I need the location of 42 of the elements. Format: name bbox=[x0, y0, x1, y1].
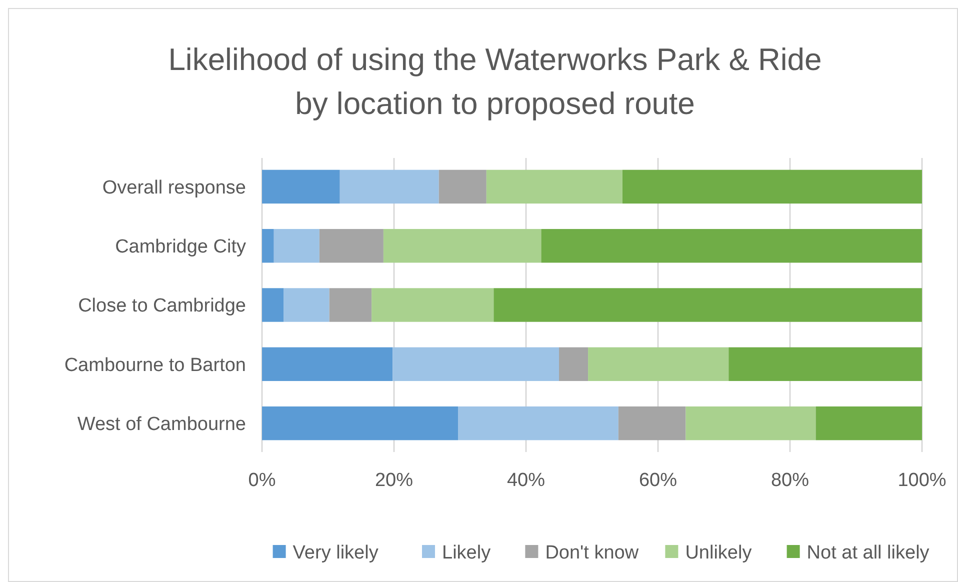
bar bbox=[329, 288, 372, 322]
x-tick-label: 60% bbox=[638, 470, 678, 491]
bar bbox=[262, 406, 458, 440]
bar bbox=[816, 406, 922, 440]
x-tick-label: 80% bbox=[770, 470, 810, 491]
x-tick-label: 100% bbox=[898, 470, 946, 491]
bar bbox=[284, 288, 330, 322]
bar bbox=[262, 228, 274, 263]
bar bbox=[686, 406, 816, 440]
y-tick-label: Overall response bbox=[102, 177, 246, 198]
x-tick-label: 0% bbox=[248, 470, 276, 491]
x-tick-label: 20% bbox=[374, 470, 414, 491]
bar bbox=[728, 347, 922, 382]
y-tick-label: Cambridge City bbox=[115, 236, 246, 258]
bar bbox=[262, 347, 393, 382]
legend-label: Likely bbox=[442, 542, 492, 564]
bar bbox=[262, 288, 284, 322]
bar bbox=[622, 170, 922, 204]
bar bbox=[559, 347, 588, 382]
bar bbox=[383, 228, 542, 263]
bar bbox=[588, 347, 729, 382]
legend-label: Not at all likely bbox=[806, 542, 930, 564]
bar bbox=[618, 406, 686, 440]
bar bbox=[541, 228, 922, 263]
chart-title: Likelihood of using the Waterworks Park & Ride by location to proposed route bbox=[168, 42, 822, 121]
bar bbox=[438, 170, 486, 204]
bar bbox=[262, 170, 340, 204]
bar bbox=[392, 347, 559, 382]
y-tick-label: Cambourne to Barton bbox=[64, 354, 246, 376]
legend-label: Very likely bbox=[292, 542, 379, 564]
y-tick-label: Close to Cambridge bbox=[78, 296, 246, 317]
bar bbox=[494, 288, 922, 322]
bar bbox=[319, 228, 384, 263]
bar bbox=[340, 170, 439, 204]
bar bbox=[274, 228, 320, 263]
legend-label: Don't know bbox=[545, 542, 639, 564]
bar bbox=[372, 288, 494, 322]
bar bbox=[458, 406, 618, 440]
y-tick-label: West of Cambourne bbox=[77, 414, 246, 435]
x-tick-label: 40% bbox=[506, 470, 546, 491]
legend-label: Unlikely bbox=[685, 542, 752, 564]
bar bbox=[486, 170, 622, 204]
